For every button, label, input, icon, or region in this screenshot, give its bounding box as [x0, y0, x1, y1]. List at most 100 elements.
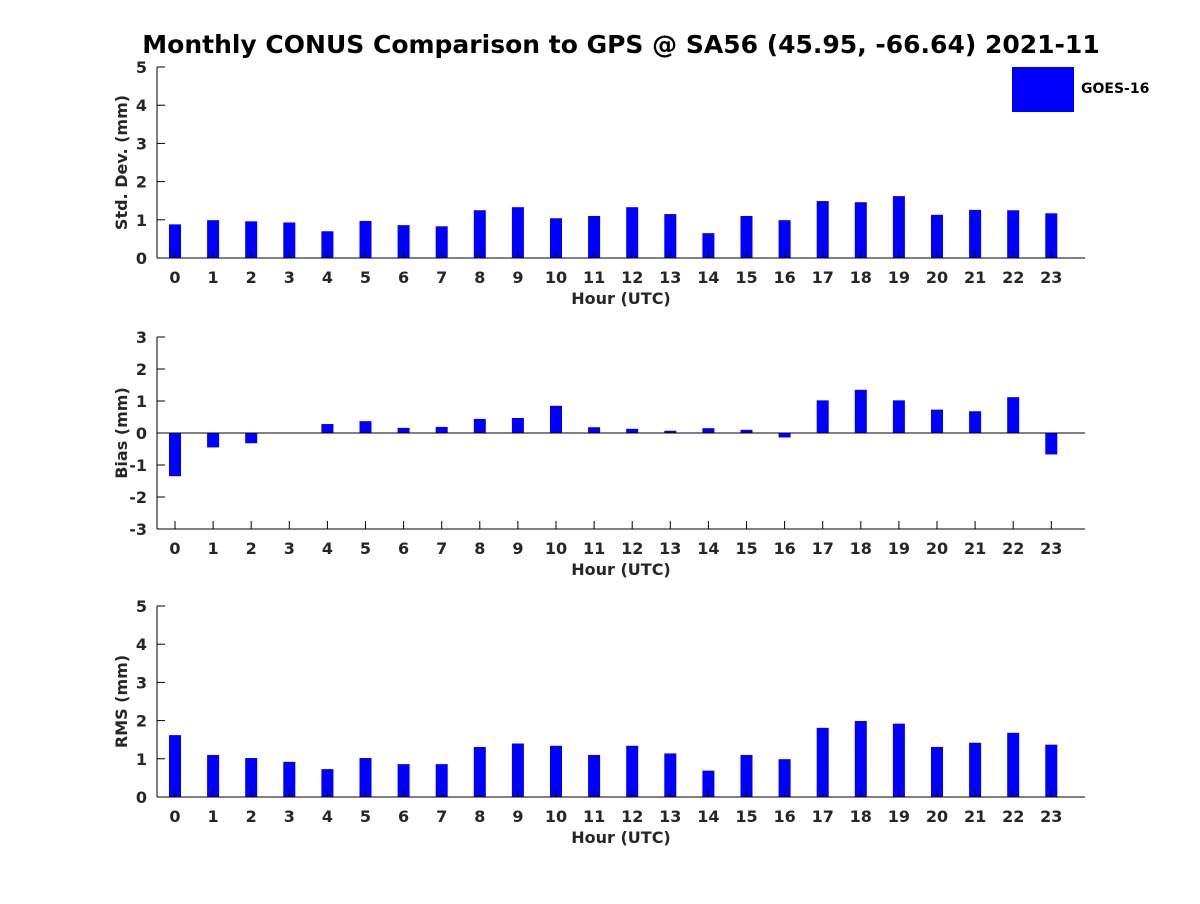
x-tick-label: 18 — [850, 539, 872, 558]
x-tick-label: 11 — [583, 268, 605, 287]
bar-hour-13 — [664, 430, 677, 433]
x-tick-label: 16 — [773, 807, 795, 826]
x-tick-label: 0 — [169, 807, 180, 826]
bar-hour-6 — [397, 427, 410, 433]
bar-hour-5 — [359, 758, 372, 797]
bar-hour-2 — [245, 221, 258, 258]
x-tick-label: 7 — [436, 807, 447, 826]
x-tick-label: 20 — [926, 807, 948, 826]
x-tick-label: 1 — [208, 539, 219, 558]
bar-hour-9 — [511, 417, 524, 433]
x-tick-label: 4 — [322, 539, 333, 558]
x-tick-label: 17 — [812, 539, 834, 558]
x-tick-label: 14 — [697, 268, 719, 287]
bar-hour-17 — [816, 400, 829, 433]
bar-hour-15 — [740, 754, 753, 797]
x-tick-label: 21 — [964, 807, 986, 826]
bar-hour-13 — [664, 214, 677, 258]
bar-hour-0 — [169, 433, 181, 477]
bar-hour-3 — [283, 222, 296, 258]
bar-hour-2 — [245, 433, 258, 444]
y-tick-label: 5 — [136, 597, 147, 616]
y-tick-label: 5 — [136, 58, 147, 77]
bar-hour-1 — [207, 433, 220, 448]
x-tick-label: 15 — [735, 539, 757, 558]
y-tick-label: 4 — [136, 96, 147, 115]
bar-hour-21 — [969, 209, 982, 258]
x-tick-label: 17 — [812, 807, 834, 826]
x-tick-label: 6 — [398, 807, 409, 826]
bar-hour-8 — [473, 210, 486, 258]
bar-hour-21 — [969, 411, 982, 433]
x-tick-label: 9 — [512, 807, 523, 826]
x-axis-label: Hour (UTC) — [571, 560, 671, 579]
y-tick-label: 0 — [136, 249, 147, 268]
bar-hour-12 — [626, 745, 639, 797]
y-tick-label: -1 — [129, 456, 147, 475]
x-tick-label: 7 — [436, 268, 447, 287]
x-tick-label: 20 — [926, 539, 948, 558]
x-tick-label: 8 — [474, 807, 485, 826]
bar-hour-22 — [1007, 397, 1020, 433]
x-tick-label: 19 — [888, 539, 910, 558]
y-tick-label: 0 — [136, 424, 147, 443]
x-tick-label: 2 — [246, 807, 257, 826]
x-axis-label: Hour (UTC) — [571, 289, 671, 308]
bar-hour-15 — [740, 215, 753, 258]
bar-hour-23 — [1045, 433, 1058, 455]
bar-hour-9 — [511, 207, 524, 258]
x-tick-label: 16 — [773, 268, 795, 287]
y-tick-label: 2 — [136, 173, 147, 192]
bar-hour-7 — [435, 226, 448, 258]
x-tick-label: 10 — [545, 268, 567, 287]
x-tick-label: 7 — [436, 539, 447, 558]
x-tick-label: 13 — [659, 539, 681, 558]
x-tick-label: 3 — [284, 268, 295, 287]
bar-hour-19 — [892, 400, 905, 433]
x-tick-label: 3 — [284, 807, 295, 826]
x-tick-label: 21 — [964, 539, 986, 558]
bar-hour-17 — [816, 727, 829, 797]
y-tick-label: 1 — [136, 211, 147, 230]
x-tick-label: 11 — [583, 807, 605, 826]
bar-hour-18 — [854, 202, 867, 258]
x-tick-label: 9 — [512, 539, 523, 558]
bar-hour-8 — [473, 418, 486, 433]
bar-hour-1 — [207, 754, 220, 797]
x-tick-label: 4 — [322, 268, 333, 287]
bar-hour-0 — [169, 224, 181, 258]
x-tick-label: 23 — [1040, 539, 1062, 558]
bar-hour-17 — [816, 201, 829, 258]
bar-hour-19 — [892, 723, 905, 797]
bar-hour-18 — [854, 720, 867, 797]
y-tick-label: 4 — [136, 635, 147, 654]
y-tick-label: -2 — [129, 488, 147, 507]
x-tick-label: 15 — [735, 807, 757, 826]
y-tick-label: 3 — [136, 134, 147, 153]
bar-hour-6 — [397, 225, 410, 258]
bar-hour-2 — [245, 758, 258, 797]
bar-hour-7 — [435, 764, 448, 797]
y-axis-label: Std. Dev. (mm) — [112, 95, 131, 230]
x-tick-label: 21 — [964, 268, 986, 287]
x-tick-label: 14 — [697, 807, 719, 826]
y-tick-label: 3 — [136, 328, 147, 347]
bar-hour-23 — [1045, 213, 1058, 258]
bar-hour-5 — [359, 421, 372, 433]
y-tick-label: 3 — [136, 673, 147, 692]
bar-hour-10 — [550, 745, 562, 797]
legend-label: GOES-16 — [1081, 81, 1150, 97]
x-tick-label: 23 — [1040, 807, 1062, 826]
bar-hour-21 — [969, 742, 982, 797]
x-tick-label: 14 — [697, 539, 719, 558]
bar-hour-20 — [931, 409, 943, 433]
x-tick-label: 0 — [169, 268, 180, 287]
chart-title: Monthly CONUS Comparison to GPS @ SA56 (… — [142, 30, 1100, 59]
x-tick-label: 0 — [169, 539, 180, 558]
x-tick-label: 8 — [474, 268, 485, 287]
bar-hour-10 — [550, 405, 562, 433]
bar-hour-5 — [359, 220, 372, 258]
